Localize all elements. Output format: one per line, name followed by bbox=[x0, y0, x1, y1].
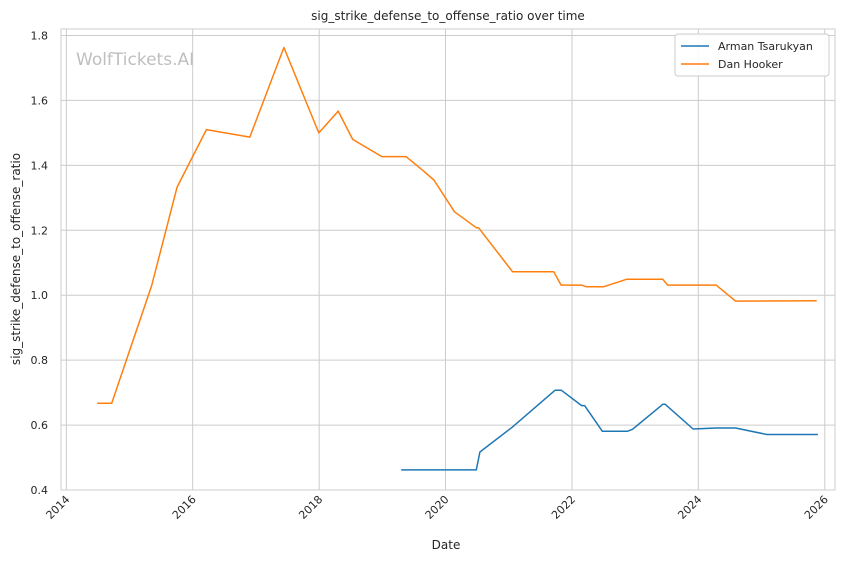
series-line-dan-hooker bbox=[97, 46, 817, 405]
y-tick-label: 0.8 bbox=[31, 354, 49, 367]
y-tick-label: 0.4 bbox=[31, 484, 49, 497]
chart-title: sig_strike_defense_to_offense_ratio over… bbox=[311, 9, 585, 23]
x-tick-label: 2022 bbox=[549, 493, 578, 522]
series-line-arman-tsarukyan bbox=[401, 389, 818, 471]
legend: Arman Tsarukyan Dan Hooker bbox=[674, 33, 830, 77]
legend-label-dan: Dan Hooker bbox=[718, 58, 783, 71]
x-tick-label: 2016 bbox=[170, 493, 199, 522]
series-lines bbox=[97, 46, 818, 471]
y-tick-label: 1.0 bbox=[31, 289, 49, 302]
y-tick-label: 1.8 bbox=[31, 29, 49, 42]
watermark: WolfTickets.AI bbox=[76, 50, 194, 70]
x-tick-label: 2014 bbox=[43, 493, 72, 522]
y-ticks: 0.4 0.6 0.8 1.0 1.2 1.4 1.6 1.8 bbox=[31, 29, 49, 497]
y-tick-label: 0.6 bbox=[31, 419, 49, 432]
y-axis-label: sig_strike_defense_to_offense_ratio bbox=[9, 153, 23, 365]
legend-label-arman: Arman Tsarukyan bbox=[718, 40, 813, 53]
x-tick-label: 2026 bbox=[802, 493, 831, 522]
x-ticks: 2014 2016 2018 2020 2022 2024 2026 bbox=[43, 493, 830, 522]
plot-area bbox=[60, 28, 836, 491]
y-tick-label: 1.6 bbox=[31, 94, 49, 107]
y-tick-label: 1.4 bbox=[31, 159, 49, 172]
x-tick-label: 2024 bbox=[675, 493, 704, 522]
x-tick-label: 2018 bbox=[296, 493, 325, 522]
y-tick-label: 1.2 bbox=[31, 224, 49, 237]
x-axis-label: Date bbox=[432, 538, 461, 552]
gridlines bbox=[61, 29, 835, 491]
legend-box bbox=[674, 33, 830, 77]
x-tick-label: 2020 bbox=[423, 493, 452, 522]
